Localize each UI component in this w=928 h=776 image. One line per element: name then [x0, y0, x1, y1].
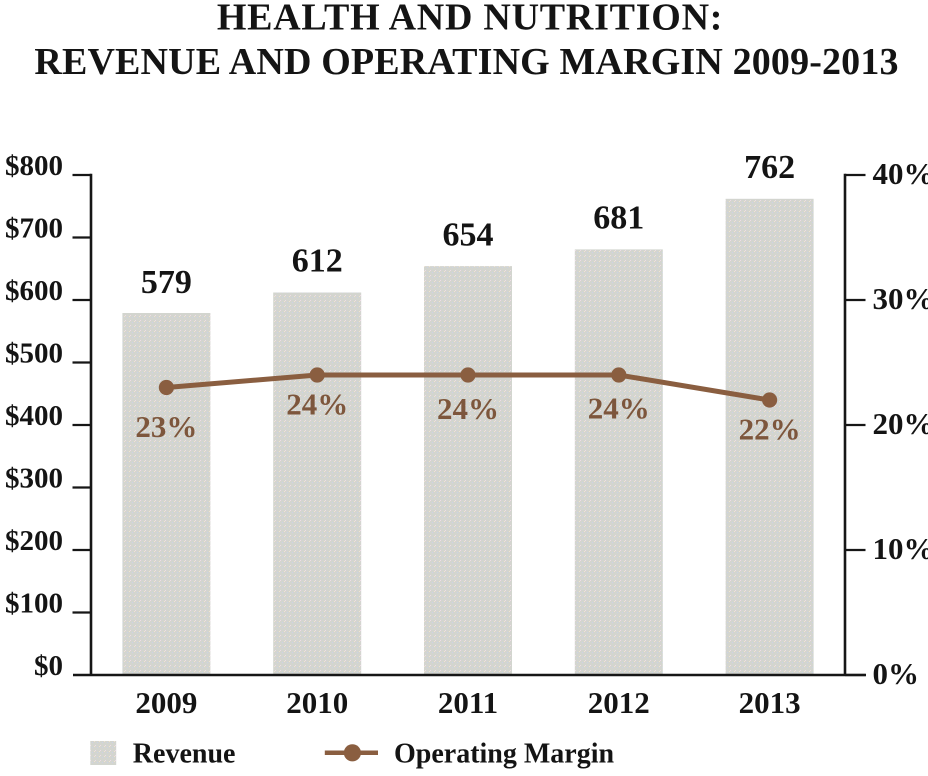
svg-text:2013: 2013: [739, 685, 801, 720]
svg-text:762: 762: [744, 149, 795, 186]
svg-text:$100: $100: [5, 588, 63, 620]
svg-text:$600: $600: [5, 275, 63, 307]
svg-text:24%: 24%: [437, 391, 499, 426]
svg-text:Operating Margin: Operating Margin: [394, 739, 615, 770]
svg-text:0%: 0%: [873, 656, 920, 691]
svg-text:2010: 2010: [286, 685, 348, 720]
svg-text:24%: 24%: [588, 390, 650, 425]
svg-text:2011: 2011: [438, 685, 498, 720]
svg-text:$300: $300: [5, 463, 63, 495]
svg-text:2012: 2012: [588, 685, 650, 720]
svg-text:REVENUE AND OPERATING MARGIN 2: REVENUE AND OPERATING MARGIN 2009-2013: [34, 41, 898, 83]
svg-text:654: 654: [443, 216, 494, 253]
svg-text:2009: 2009: [135, 685, 197, 720]
svg-text:$200: $200: [5, 525, 63, 557]
svg-text:40%: 40%: [873, 156, 928, 191]
svg-text:$700: $700: [5, 213, 63, 245]
svg-text:681: 681: [593, 200, 644, 237]
svg-text:$500: $500: [5, 338, 63, 370]
svg-text:579: 579: [141, 264, 192, 301]
svg-text:30%: 30%: [873, 281, 928, 316]
svg-text:Revenue: Revenue: [133, 739, 236, 770]
svg-text:$400: $400: [5, 400, 63, 432]
svg-text:$0: $0: [34, 650, 63, 682]
svg-text:20%: 20%: [873, 406, 928, 441]
svg-text:23%: 23%: [135, 409, 197, 444]
svg-text:HEALTH AND NUTRITION:: HEALTH AND NUTRITION:: [217, 0, 723, 39]
svg-text:24%: 24%: [286, 387, 348, 422]
svg-text:22%: 22%: [739, 412, 801, 447]
svg-text:$800: $800: [5, 150, 63, 182]
svg-text:612: 612: [292, 243, 343, 280]
svg-text:10%: 10%: [873, 531, 928, 566]
